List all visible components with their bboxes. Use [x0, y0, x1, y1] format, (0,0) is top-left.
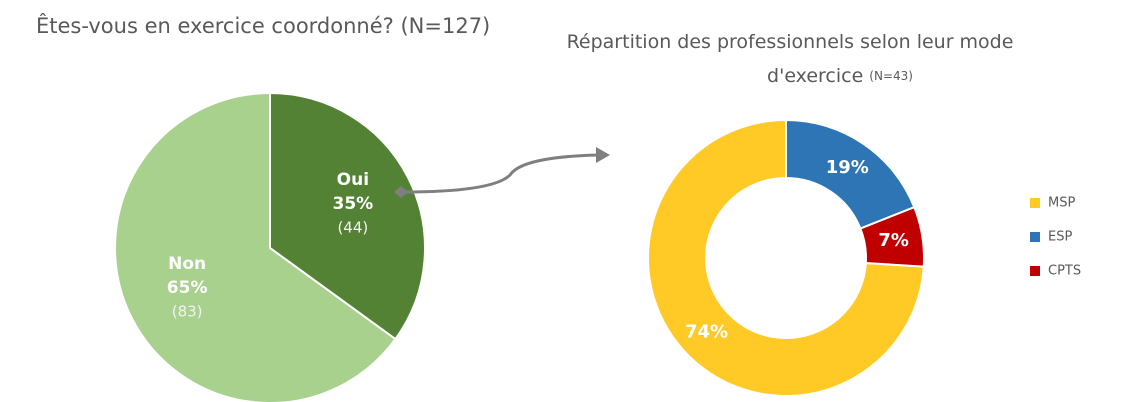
legend-label: CPTS [1048, 264, 1081, 279]
slice-category: Non [168, 254, 206, 274]
donut-title-line1: Répartition des professionnels selon leu… [567, 31, 1014, 53]
slice-count-label: (44) [337, 218, 368, 236]
slice-value-label: 35% [333, 194, 374, 214]
slice-value-label: 19% [826, 157, 869, 178]
donut-title-2: d'exercice (N=43) [767, 65, 913, 87]
legend-swatch [1030, 232, 1040, 242]
donut-title-line2: d'exercice [767, 65, 863, 87]
arrow-start [394, 186, 408, 198]
connector-arrow [401, 153, 599, 194]
slice-value-label: 74% [685, 322, 728, 343]
pie-slice [114, 91, 397, 402]
pie-slice [269, 91, 426, 341]
pie-title: Êtes-vous en exercice coordonné? (N=127) [36, 13, 490, 38]
labels: Oui 35% (44) Non 65% (83) 74% MSP 19% ESP 7% CPTS [167, 157, 1081, 343]
legend-label: MSP [1048, 196, 1075, 211]
legend-swatch [1030, 198, 1040, 208]
legend-swatch [1030, 266, 1040, 276]
donut-subtitle: (N=43) [869, 69, 913, 83]
donut-title: Répartition des professionnels selon leu… [567, 31, 1014, 53]
slice-value-label: 7% [878, 230, 909, 251]
donut-slice [859, 205, 925, 268]
arrow-head [596, 147, 610, 163]
legend-label: ESP [1048, 230, 1072, 245]
marks [114, 91, 925, 402]
donut-slice [647, 118, 925, 397]
slice-category: Oui [337, 170, 369, 190]
slice-count-label: (83) [172, 303, 203, 321]
slice-value-label: 65% [167, 278, 208, 298]
